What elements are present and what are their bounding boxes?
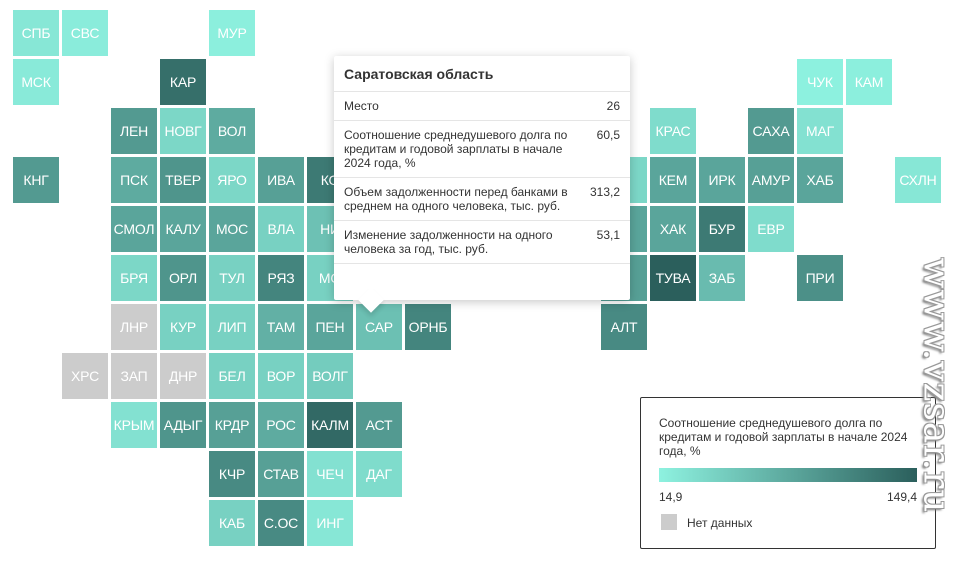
region-tile-51[interactable]: ХРС [62, 353, 108, 399]
tooltip-label: Объем задолженности перед банками в сред… [344, 185, 568, 213]
tooltip-value: 53,1 [596, 228, 620, 242]
tooltip-row-debt-ratio: Соотношение среднедушевого долга по кред… [334, 121, 630, 178]
region-tile-61[interactable]: КАЛМ [307, 402, 353, 448]
region-tile-55[interactable]: ВОР [258, 353, 304, 399]
site-watermark: www.vzsar.ru [915, 220, 957, 550]
region-tile-40[interactable]: ТУВА [650, 255, 696, 301]
legend-gradient-bar [659, 468, 917, 482]
region-tile-52[interactable]: ЗАП [111, 353, 157, 399]
region-tile-3[interactable]: МСК [13, 59, 59, 105]
region-tile-10[interactable]: КРАС [650, 108, 696, 154]
region-tile-15[interactable]: ТВЕР [160, 157, 206, 203]
legend-nodata-swatch [661, 514, 677, 530]
region-tile-23[interactable]: ХАБ [797, 157, 843, 203]
region-tile-5[interactable]: ЧУК [797, 59, 843, 105]
region-tile-25[interactable]: СМОЛ [111, 206, 157, 252]
region-tile-50[interactable]: АЛТ [601, 304, 647, 350]
region-tile-34[interactable]: БРЯ [111, 255, 157, 301]
region-tile-65[interactable]: ЧЕЧ [307, 451, 353, 497]
region-tile-47[interactable]: ПЕН [307, 304, 353, 350]
tooltip-label: Изменение задолженности на одного челове… [344, 228, 553, 256]
region-tile-9[interactable]: ВОЛ [209, 108, 255, 154]
tooltip-row-debt-change: Изменение задолженности на одного челове… [334, 221, 630, 264]
region-tile-58[interactable]: АДЫГ [160, 402, 206, 448]
tooltip-value: 313,2 [589, 185, 620, 199]
region-tile-59[interactable]: КРДР [209, 402, 255, 448]
tooltip-label: Место [344, 99, 379, 113]
region-tile-16[interactable]: ЯРО [209, 157, 255, 203]
region-tile-35[interactable]: ОРЛ [160, 255, 206, 301]
region-tile-56[interactable]: ВОЛГ [307, 353, 353, 399]
region-tile-6[interactable]: КАМ [846, 59, 892, 105]
region-tooltip: Саратовская область Место 26 Соотношение… [334, 56, 630, 313]
region-tile-67[interactable]: КАБ [209, 500, 255, 546]
region-tile-32[interactable]: БУР [699, 206, 745, 252]
region-tile-48[interactable]: САР [356, 304, 402, 350]
region-tile-2[interactable]: МУР [209, 10, 255, 56]
legend-nodata-label: Нет данных [687, 516, 753, 530]
region-tile-31[interactable]: ХАК [650, 206, 696, 252]
tooltip-row-debt-per-person: Объем задолженности перед банками в сред… [334, 178, 630, 221]
region-tile-68[interactable]: С.ОС [258, 500, 304, 546]
region-tile-46[interactable]: ТАМ [258, 304, 304, 350]
region-tile-62[interactable]: АСТ [356, 402, 402, 448]
region-tile-43[interactable]: ЛНР [111, 304, 157, 350]
region-tile-11[interactable]: САХА [748, 108, 794, 154]
legend-max-label: 149,4 [886, 490, 917, 504]
region-tile-26[interactable]: КАЛУ [160, 206, 206, 252]
region-tile-14[interactable]: ПСК [111, 157, 157, 203]
region-tile-41[interactable]: ЗАБ [699, 255, 745, 301]
region-tile-13[interactable]: КНГ [13, 157, 59, 203]
tooltip-value: 60,5 [596, 128, 620, 142]
region-tile-17[interactable]: ИВА [258, 157, 304, 203]
region-tile-4[interactable]: КАР [160, 59, 206, 105]
region-tile-54[interactable]: БЕЛ [209, 353, 255, 399]
region-tile-33[interactable]: ЕВР [748, 206, 794, 252]
region-tile-28[interactable]: ВЛА [258, 206, 304, 252]
legend-min-label: 14,9 [659, 490, 683, 504]
watermark-text: www.vzsar.ru [915, 257, 957, 513]
region-tile-44[interactable]: КУР [160, 304, 206, 350]
legend-title: Соотношение среднедушевого долга по кред… [659, 416, 908, 458]
region-tile-53[interactable]: ДНР [160, 353, 206, 399]
region-tile-12[interactable]: МАГ [797, 108, 843, 154]
region-tile-22[interactable]: АМУР [748, 157, 794, 203]
tooltip-title: Саратовская область [334, 56, 630, 92]
region-tile-24[interactable]: СХЛН [895, 157, 941, 203]
color-legend: Соотношение среднедушевого долга по кред… [640, 397, 936, 549]
region-tile-8[interactable]: НОВГ [160, 108, 206, 154]
region-tile-20[interactable]: КЕМ [650, 157, 696, 203]
region-tile-21[interactable]: ИРК [699, 157, 745, 203]
region-tile-69[interactable]: ИНГ [307, 500, 353, 546]
region-tile-36[interactable]: ТУЛ [209, 255, 255, 301]
region-tile-66[interactable]: ДАГ [356, 451, 402, 497]
region-tile-27[interactable]: МОС [209, 206, 255, 252]
region-tile-64[interactable]: СТАВ [258, 451, 304, 497]
region-tile-60[interactable]: РОС [258, 402, 304, 448]
region-tile-42[interactable]: ПРИ [797, 255, 843, 301]
region-tile-45[interactable]: ЛИП [209, 304, 255, 350]
region-tile-63[interactable]: КЧР [209, 451, 255, 497]
region-tile-0[interactable]: СПБ [13, 10, 59, 56]
region-tile-37[interactable]: РЯЗ [258, 255, 304, 301]
region-tile-57[interactable]: КРЫМ [111, 402, 157, 448]
region-tile-1[interactable]: СВС [62, 10, 108, 56]
region-tile-49[interactable]: ОРНБ [405, 304, 451, 350]
tooltip-row-rank: Место 26 [334, 92, 630, 121]
tooltip-label: Соотношение среднедушевого долга по кред… [344, 128, 568, 170]
tooltip-value: 26 [606, 99, 620, 113]
region-tile-7[interactable]: ЛЕН [111, 108, 157, 154]
